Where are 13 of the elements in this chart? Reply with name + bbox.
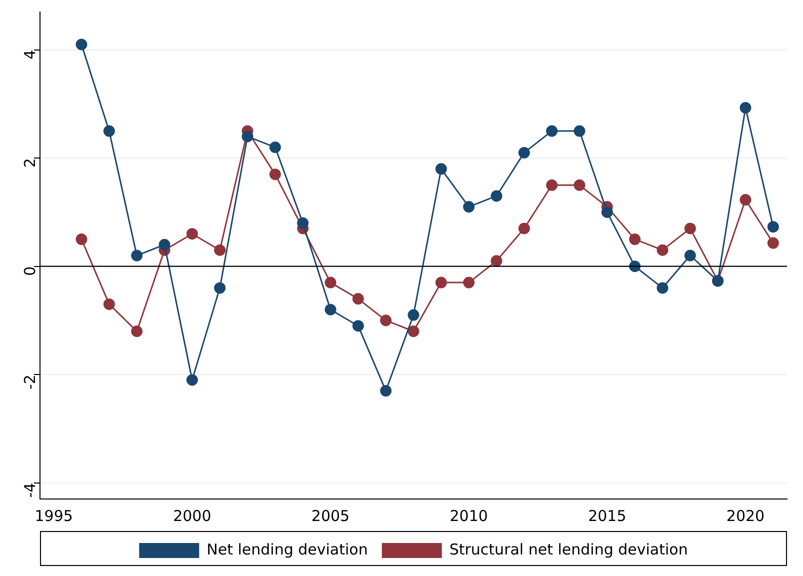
x-tick-label: 1995 <box>34 506 73 525</box>
y-tick-label: 4 <box>20 50 39 60</box>
x-tick-label: 2015 <box>588 506 626 525</box>
x-tick-label: 2005 <box>311 506 350 525</box>
x-tick-label: 2000 <box>173 506 212 525</box>
legend-label: Structural net lending deviation <box>449 540 688 558</box>
y-tick-label: -2 <box>20 374 39 390</box>
y-tick-label: -4 <box>20 482 39 498</box>
y-tick-label: 0 <box>20 266 39 276</box>
x-tick-label: 2020 <box>726 506 765 525</box>
y-tick-label: 2 <box>20 158 39 168</box>
x-tick-label: 2010 <box>450 506 488 525</box>
legend-label: Net lending deviation <box>206 540 368 558</box>
